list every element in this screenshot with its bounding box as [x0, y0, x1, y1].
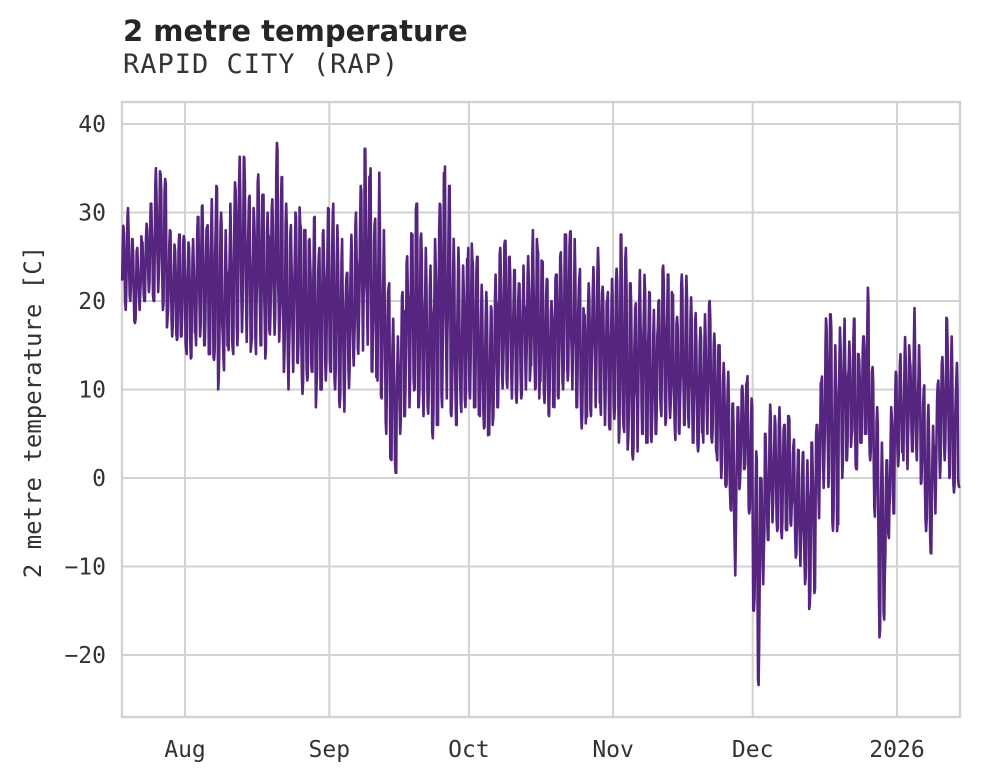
y-tick-label: 20: [78, 289, 106, 315]
page-title: 2 metre temperature: [123, 14, 468, 48]
y-tick-label: −10: [64, 555, 106, 581]
y-tick-label: −20: [64, 643, 106, 669]
x-tick-label: Aug: [164, 737, 206, 763]
y-tick-label: 0: [92, 466, 106, 492]
x-tick-label: Nov: [592, 737, 634, 763]
y-tick-label: 30: [78, 201, 106, 227]
x-tick-label: 2026: [869, 737, 924, 763]
chart-subtitle: RAPID CITY (RAP): [123, 49, 400, 80]
temperature-line: [120, 141, 961, 687]
x-tick-label: Sep: [309, 737, 351, 763]
plot-frame: [120, 100, 962, 719]
x-tick-label: Dec: [732, 737, 774, 763]
y-tick-label: 10: [78, 378, 106, 404]
x-tick-label: Oct: [448, 737, 490, 763]
y-tick-label: 40: [78, 112, 106, 138]
